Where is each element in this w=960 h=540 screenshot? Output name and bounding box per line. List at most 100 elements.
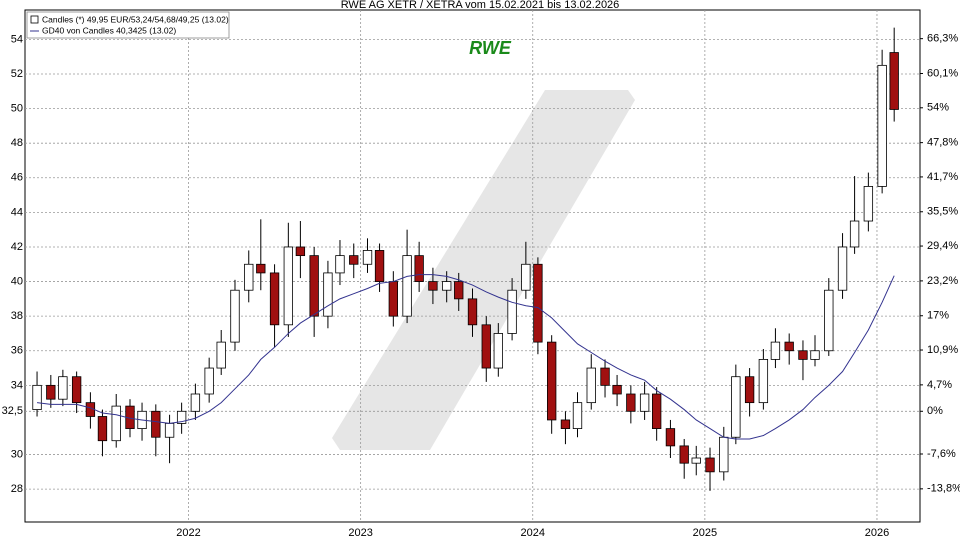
y2-tick-label: 4,7% [927, 379, 952, 391]
y-tick-label: 28 [11, 483, 23, 495]
legend-label: Candles (*) 49,95 EUR/53,24/54,68/49,25 … [42, 14, 229, 24]
candle-body [164, 423, 175, 438]
candle-body [493, 333, 503, 369]
y2-tick-label: 41,7% [927, 171, 958, 183]
y-tick-label: 50 [11, 103, 23, 115]
candle-body [863, 186, 874, 222]
candle-body [691, 457, 701, 464]
candle-body [744, 376, 755, 404]
legend-swatch [30, 15, 39, 24]
candle-body [547, 341, 557, 421]
chart-title: RWE AG XETR / XETRA vom 15.02.2021 bis 1… [341, 0, 620, 11]
y2-tick-label: 66,3% [927, 33, 958, 45]
candle-body [824, 289, 834, 352]
y-tick-label: 48 [11, 137, 23, 149]
candle-body [176, 410, 187, 424]
candle-body [244, 263, 254, 291]
y2-tick-label: -13,8% [927, 483, 960, 495]
candle-body [349, 255, 359, 265]
candle-body [849, 220, 860, 248]
candle-body [560, 419, 571, 429]
y-tick-label: 46 [11, 172, 23, 184]
y2-tick-label: 35,5% [927, 206, 958, 218]
y-tick-label: 44 [11, 206, 23, 218]
candle-body [204, 367, 214, 395]
y-tick-label: 52 [11, 68, 23, 80]
candle-body [639, 393, 650, 412]
candle-body [230, 289, 240, 343]
candle-body [810, 350, 820, 360]
x-tick-label: 2023 [348, 527, 372, 539]
candle-body [837, 246, 848, 291]
candle-body [572, 402, 583, 429]
candle-body [46, 384, 56, 400]
candle-body [521, 263, 531, 291]
candle-body [533, 263, 543, 343]
y2-tick-label: 10,9% [927, 344, 958, 356]
x-tick-label: 2026 [865, 527, 889, 539]
candle-body [402, 255, 412, 317]
candle-body [71, 376, 82, 404]
candle-body [481, 324, 491, 369]
y-tick-label: 40 [11, 275, 23, 287]
moving-average-line [36, 274, 895, 440]
candle-body [784, 341, 794, 352]
candle-body [467, 298, 478, 326]
legend-label: GD40 von Candles 40,3425 (13.02) [42, 25, 176, 35]
y2-tick-label: 54% [927, 102, 949, 114]
y2-tick-label: 17% [927, 310, 949, 322]
x-tick-label: 2025 [693, 527, 717, 539]
candle-body [889, 52, 899, 110]
candle-body [269, 272, 280, 326]
candle-body [626, 393, 636, 412]
watermark [332, 90, 635, 450]
candle-body [705, 457, 715, 473]
y-tick-label: 38 [11, 310, 23, 322]
candle-body [414, 255, 424, 282]
candle-body [758, 359, 769, 404]
candle-body [111, 405, 121, 442]
y2-tick-label: -7,6% [927, 448, 956, 460]
marks [32, 27, 899, 491]
legend: Candles (*) 49,95 EUR/53,24/54,68/49,25 … [26, 11, 230, 39]
candle-body [428, 281, 438, 291]
candle-body [58, 376, 68, 400]
candle-body [731, 376, 741, 438]
candle-body [454, 281, 464, 300]
y-tick-label: 30 [11, 448, 23, 460]
candle-body [323, 272, 333, 317]
candle-body [651, 393, 662, 429]
candle-body [507, 289, 517, 334]
candle-body [600, 367, 610, 386]
candle-body [612, 384, 622, 395]
y2-tick-label: 47,8% [927, 137, 958, 149]
candle-body [295, 246, 306, 257]
candle-body [679, 445, 689, 464]
candle-body [719, 436, 729, 473]
y-tick-label: 36 [11, 345, 23, 357]
x-tick-label: 2024 [520, 527, 544, 539]
candle-body [665, 428, 676, 447]
candle-body [97, 416, 108, 442]
y2-tick-label: 60,1% [927, 67, 958, 79]
candle-body [256, 263, 266, 274]
legend-box [26, 11, 230, 39]
candle-body [216, 341, 226, 369]
candle-body [32, 384, 42, 410]
grid: 28 30 32,5 34 36 38 40 42 44 46 48 50 52 54 -13,8% -7,6… [2, 10, 960, 539]
candle-body [374, 250, 385, 282]
logo: RWE [469, 38, 512, 58]
y-tick-label: 34 [11, 379, 23, 391]
y2-tick-label: 29,4% [927, 240, 958, 252]
candle-body [283, 246, 294, 326]
candle-body [190, 393, 201, 412]
y2-tick-label: 0% [927, 405, 943, 417]
candle-body [362, 250, 373, 265]
candle-body [335, 255, 345, 274]
candle-body [770, 341, 781, 360]
y-tick-label: 42 [11, 241, 23, 253]
x-tick-label: 2022 [176, 527, 200, 539]
candle-body [798, 350, 808, 360]
